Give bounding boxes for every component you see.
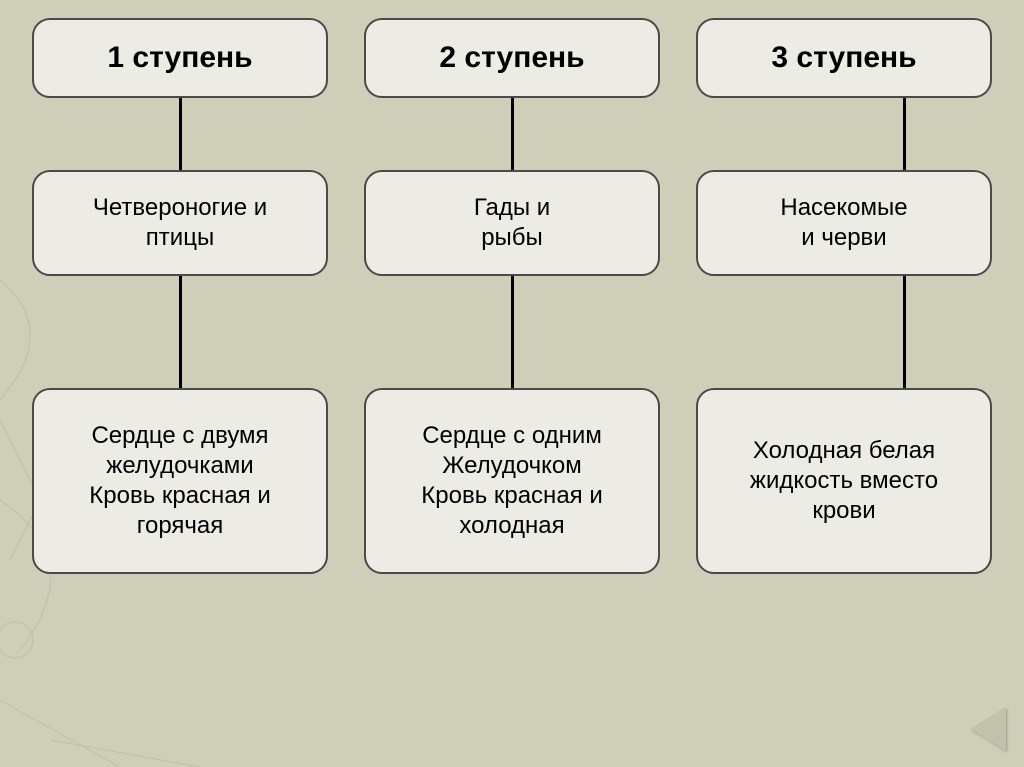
connector: [511, 276, 514, 388]
middle-box-2: Гады ирыбы: [364, 170, 660, 276]
column-2: 2 ступень Гады ирыбы Сердце с однимЖелудоч…: [364, 18, 660, 574]
middle-box-3: Насекомыеи черви: [696, 170, 992, 276]
header-box-1: 1 ступень: [32, 18, 328, 98]
connector: [903, 98, 906, 170]
diagram-columns: 1 ступень Четвероногие иптицы Сердце с дву…: [32, 18, 992, 574]
middle-box-3-label: Насекомыеи черви: [780, 193, 907, 253]
bottom-box-1-label: Сердце с двумяжелудочкамиКровь красная и…: [89, 421, 270, 541]
column-3: 3 ступень Насекомыеи черви Холодная белаяж…: [696, 18, 992, 574]
column-1: 1 ступень Четвероногие иптицы Сердце с дву…: [32, 18, 328, 574]
header-box-3: 3 ступень: [696, 18, 992, 98]
header-box-1-label: 1 ступень: [107, 39, 252, 77]
bottom-box-1: Сердце с двумяжелудочкамиКровь красная и…: [32, 388, 328, 574]
header-box-2: 2 ступень: [364, 18, 660, 98]
back-arrow-icon[interactable]: [970, 707, 1006, 751]
header-box-2-label: 2 ступень: [439, 39, 584, 77]
bottom-box-3-label: Холодная белаяжидкость вместокрови: [750, 436, 938, 526]
middle-box-1-label: Четвероногие иптицы: [93, 193, 267, 253]
connector: [179, 276, 182, 388]
connector: [179, 98, 182, 170]
header-box-3-label: 3 ступень: [771, 39, 916, 77]
bottom-box-3: Холодная белаяжидкость вместокрови: [696, 388, 992, 574]
middle-box-1: Четвероногие иптицы: [32, 170, 328, 276]
middle-box-2-label: Гады ирыбы: [474, 193, 550, 253]
connector: [511, 98, 514, 170]
connector: [903, 276, 906, 388]
bottom-box-2-label: Сердце с однимЖелудочкомКровь красная их…: [421, 421, 602, 541]
bottom-box-2: Сердце с однимЖелудочкомКровь красная их…: [364, 388, 660, 574]
